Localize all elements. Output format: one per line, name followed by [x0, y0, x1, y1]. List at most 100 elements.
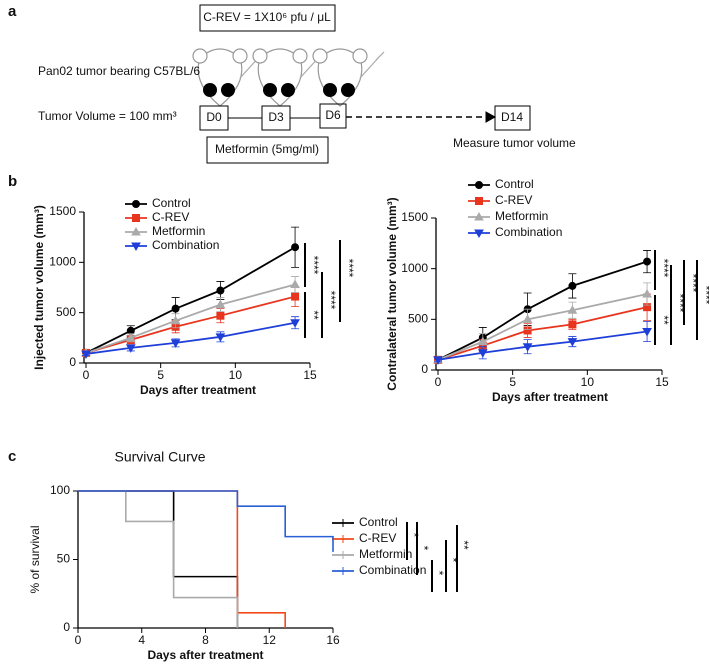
legend-marker — [475, 197, 483, 205]
point — [522, 343, 533, 352]
x-tick-label: 5 — [509, 375, 516, 389]
legend-marker — [132, 200, 140, 208]
dose-box — [199, 4, 336, 32]
significance-label: * — [446, 558, 460, 563]
survival-line — [78, 490, 239, 628]
survival-line — [78, 490, 239, 628]
point — [215, 333, 226, 342]
treatment-label: Metformin (5mg/ml) — [215, 142, 319, 156]
legend-marker — [475, 181, 483, 189]
point — [216, 311, 225, 320]
x-tick-label: 0 — [435, 375, 442, 389]
legend-label: Control — [359, 515, 398, 529]
x-tick-label: 16 — [326, 633, 340, 647]
point — [291, 292, 300, 301]
x-tick-label: 12 — [263, 633, 277, 647]
y-tick-label: 0 — [63, 620, 70, 634]
point — [568, 320, 577, 329]
series-line — [85, 283, 296, 354]
point — [433, 356, 443, 365]
legend-marker — [132, 214, 140, 222]
survival-line — [78, 490, 286, 628]
legend-label: Control — [152, 196, 191, 210]
point — [643, 257, 652, 266]
legend-label: Metformin — [152, 224, 205, 238]
x-tick-label: 10 — [229, 368, 243, 382]
significance-label: **** — [342, 259, 356, 278]
legend-marker — [131, 242, 141, 252]
legend-label: Combination — [495, 225, 562, 239]
x-axis-label: Days after treatment — [147, 648, 263, 662]
significance-label: **** — [657, 259, 671, 278]
x-tick-label: 15 — [655, 375, 669, 389]
series-line — [437, 330, 648, 361]
chart-title: Survival Curve — [114, 449, 205, 465]
point — [125, 332, 136, 342]
endpoint-label: Measure tumor volume — [453, 136, 576, 150]
significance-label: ** — [457, 540, 471, 550]
y-tick-label: 0 — [69, 355, 76, 369]
point — [290, 319, 300, 328]
day-label: D6 — [325, 108, 341, 122]
survival-line — [78, 490, 334, 552]
legend-label: C-REV — [152, 210, 189, 224]
point — [291, 243, 300, 252]
significance-label: * — [417, 546, 431, 551]
significance-label: **** — [324, 291, 338, 310]
point — [642, 327, 652, 337]
point — [170, 315, 181, 325]
legend-label: Metformin — [495, 209, 548, 223]
legend-label: Metformin — [359, 547, 412, 561]
day-label: D0 — [206, 110, 222, 124]
point — [290, 279, 300, 288]
y-tick-label: 50 — [57, 552, 71, 566]
series-line — [85, 246, 296, 354]
point — [522, 314, 533, 323]
day-label: D14 — [501, 110, 523, 124]
panel-label: c — [8, 448, 16, 465]
point — [642, 288, 652, 298]
significance-label: ** — [307, 310, 321, 320]
mice — [192, 48, 385, 107]
y-tick-label: 0 — [421, 362, 428, 376]
y-tick-label: 1000 — [401, 261, 428, 275]
y-axis-label: Injected tumor volume (mm³) — [32, 205, 46, 370]
legend-marker — [474, 229, 484, 239]
x-axis-label: Days after treatment — [492, 390, 608, 404]
x-tick-label: 10 — [581, 375, 595, 389]
point — [125, 344, 136, 353]
significance-label: **** — [307, 256, 321, 275]
y-tick-label: 500 — [408, 312, 428, 326]
legend-marker — [474, 211, 484, 221]
legend-marker — [131, 226, 141, 236]
significance-label: ** — [657, 315, 671, 325]
y-tick-label: 1500 — [401, 210, 428, 224]
point — [568, 281, 577, 290]
timeline — [199, 103, 531, 164]
legend-label: C-REV — [495, 193, 532, 207]
point — [81, 350, 91, 359]
volume-label: Tumor Volume = 100 mm³ — [38, 109, 177, 123]
y-axis-label: % of survival — [28, 525, 42, 593]
point — [567, 305, 578, 314]
series-line — [85, 295, 296, 354]
x-tick-label: 15 — [303, 368, 317, 382]
mouse-label: Pan02 tumor bearing C57BL/6 — [38, 64, 200, 78]
legend-label: Combination — [359, 563, 426, 577]
panel-label: b — [8, 173, 17, 190]
y-tick-label: 1500 — [49, 204, 76, 218]
point — [170, 339, 181, 348]
dose-text: C-REV = 1X10⁶ pfu / μL — [203, 10, 331, 24]
point — [216, 286, 225, 295]
x-tick-label: 0 — [83, 368, 90, 382]
series-line — [437, 306, 648, 361]
point — [567, 338, 578, 347]
point — [215, 299, 226, 309]
legend-label: Combination — [152, 238, 219, 252]
point — [477, 336, 488, 346]
significance-label: * — [407, 533, 421, 538]
x-tick-label: 5 — [157, 368, 164, 382]
legend-label: Control — [495, 177, 534, 191]
x-axis-label: Days after treatment — [140, 383, 256, 397]
